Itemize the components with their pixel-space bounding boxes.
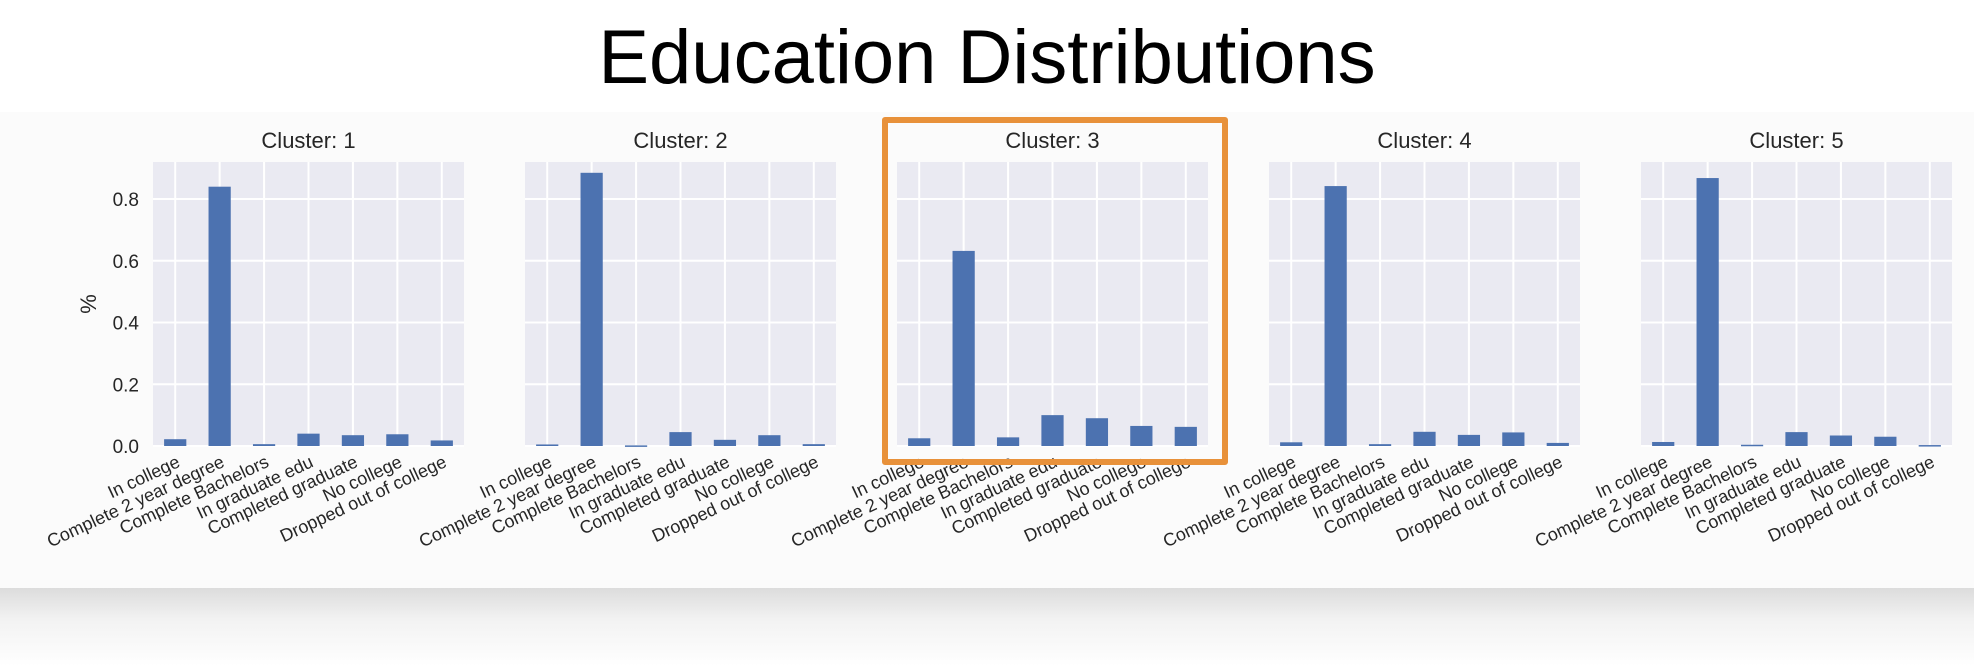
bar-4-3 (1368, 444, 1392, 446)
bar-5-7 (1918, 445, 1941, 447)
y-tick-label: 0.4 (113, 314, 140, 335)
bar-5-2 (1696, 178, 1719, 446)
bar-1-5 (341, 435, 365, 446)
bar-5-3 (1740, 444, 1764, 447)
bar-3-6 (1130, 425, 1153, 446)
bar-2-7 (802, 444, 825, 446)
cluster-3-title: Cluster: 3 (1005, 128, 1099, 153)
y-tick-label: 0.8 (113, 190, 139, 211)
bar-3-5 (1085, 418, 1109, 446)
bar-3-1 (908, 438, 931, 446)
bar-4-2 (1324, 186, 1347, 447)
bar-4-1 (1280, 442, 1303, 446)
bar-1-3 (252, 444, 276, 446)
bar-3-2 (952, 250, 975, 446)
bar-3-7 (1174, 426, 1197, 446)
y-axis-label: % (76, 294, 101, 314)
bar-5-6 (1874, 436, 1897, 446)
y-tick-label: 0.2 (113, 375, 139, 396)
bar-4-4 (1413, 431, 1436, 446)
page-title: Education Distributions (598, 15, 1376, 100)
bar-5-5 (1829, 435, 1853, 446)
bar-1-2 (208, 186, 231, 446)
bar-5-1 (1652, 441, 1675, 446)
bar-2-5 (713, 439, 737, 446)
bar-1-4 (297, 433, 320, 446)
y-tick-label: 0.6 (113, 252, 139, 273)
charts-svg: Cluster: 10.00.20.40.60.8%In collegeComp… (0, 112, 1974, 590)
cluster-1-title: Cluster: 1 (261, 128, 355, 153)
y-tick-label: 0.0 (113, 437, 139, 458)
chart-strip: Cluster: 1 0.0 0.2 0.4 0.6 0.8% In college Comp… (0, 112, 1974, 590)
bar-4-6 (1502, 432, 1525, 446)
bar-1-1 (164, 439, 187, 446)
bar-2-6 (758, 435, 781, 446)
bar-2-1 (536, 444, 559, 446)
bar-2-2 (580, 172, 603, 446)
bar-3-3 (996, 437, 1020, 446)
cluster-3-highlight-box (882, 117, 1228, 465)
cluster-2-title: Cluster: 2 (633, 128, 727, 153)
bar-2-3 (624, 445, 648, 447)
bar-2-4 (669, 432, 692, 446)
bottom-shadow (0, 588, 1974, 666)
bar-1-6 (386, 434, 409, 446)
bar-3-4 (1041, 415, 1064, 446)
bar-1-7 (430, 440, 453, 446)
bar-5-4 (1785, 432, 1808, 446)
bar-4-5 (1457, 434, 1481, 446)
bar-4-7 (1546, 442, 1569, 446)
cluster-4-title: Cluster: 4 (1377, 128, 1471, 153)
cluster-5-title: Cluster: 5 (1749, 128, 1843, 153)
